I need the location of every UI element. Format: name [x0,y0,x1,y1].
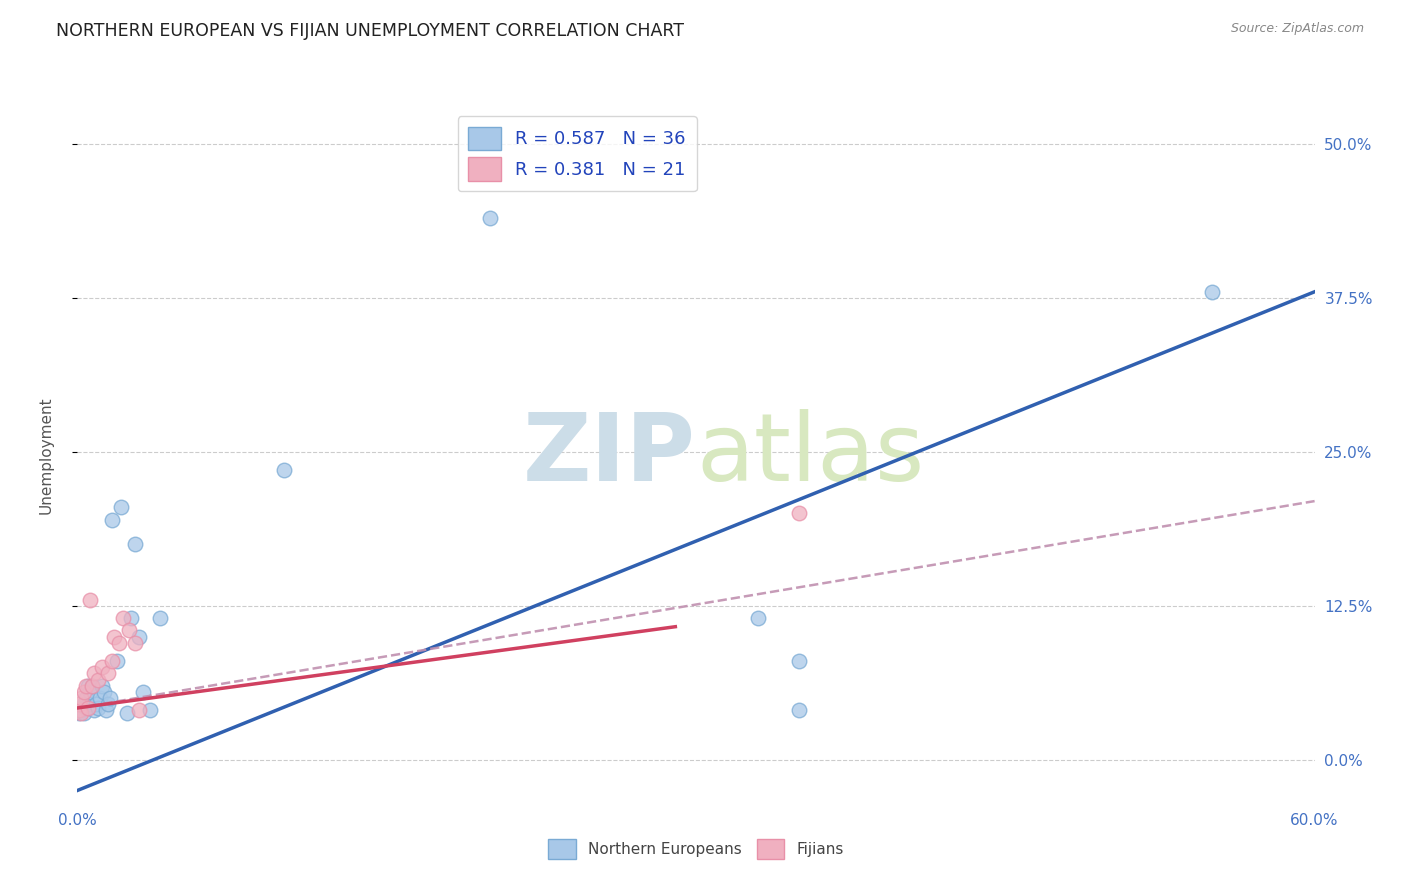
Point [97,698,120,712]
Text: ZIP: ZIP [523,409,696,501]
Point [115,706,138,720]
Point [101,654,124,668]
Point [103,630,125,644]
Point [273,463,295,477]
Point [96,703,118,717]
Point [787,703,810,717]
Point [128,630,150,644]
Point [107,636,129,650]
Point [787,507,810,521]
Point [70,706,93,720]
Point [111,611,134,625]
Text: atlas: atlas [696,409,924,501]
Point [478,211,501,225]
Point [118,624,141,638]
Point [124,636,146,650]
Point [67,703,90,717]
Point [76,679,98,693]
Text: NORTHERN EUROPEAN VS FIJIAN UNEMPLOYMENT CORRELATION CHART: NORTHERN EUROPEAN VS FIJIAN UNEMPLOYMENT… [56,22,685,40]
Point [72,698,94,712]
Point [72,706,94,720]
Point [75,691,97,706]
Point [91,679,114,693]
Point [67,698,90,712]
Point [97,666,120,681]
Point [67,706,90,720]
Point [76,698,98,712]
Point [105,654,128,668]
Point [75,679,97,693]
Point [138,703,160,717]
Point [747,611,769,625]
Point [75,701,97,715]
Point [132,685,155,699]
Point [93,685,115,699]
Point [1201,285,1223,299]
Point [87,701,110,715]
Point [83,666,105,681]
Point [70,703,93,717]
Y-axis label: Unemployment: Unemployment [39,396,53,514]
Point [83,703,105,717]
Point [84,698,107,712]
Point [124,537,146,551]
Point [98,691,121,706]
Point [70,691,93,706]
Point [120,611,142,625]
Point [787,654,810,668]
Point [91,660,114,674]
Point [80,679,103,693]
Point [87,673,110,687]
Point [110,500,132,515]
Point [149,611,172,625]
Point [72,685,94,699]
Point [79,685,101,699]
Point [79,592,101,607]
Point [89,691,111,706]
Point [101,512,124,526]
Point [70,701,93,715]
Point [80,679,103,693]
Point [128,703,150,717]
Legend: Northern Europeans, Fijians: Northern Europeans, Fijians [541,833,851,864]
Text: Source: ZipAtlas.com: Source: ZipAtlas.com [1230,22,1364,36]
Point [76,701,98,715]
